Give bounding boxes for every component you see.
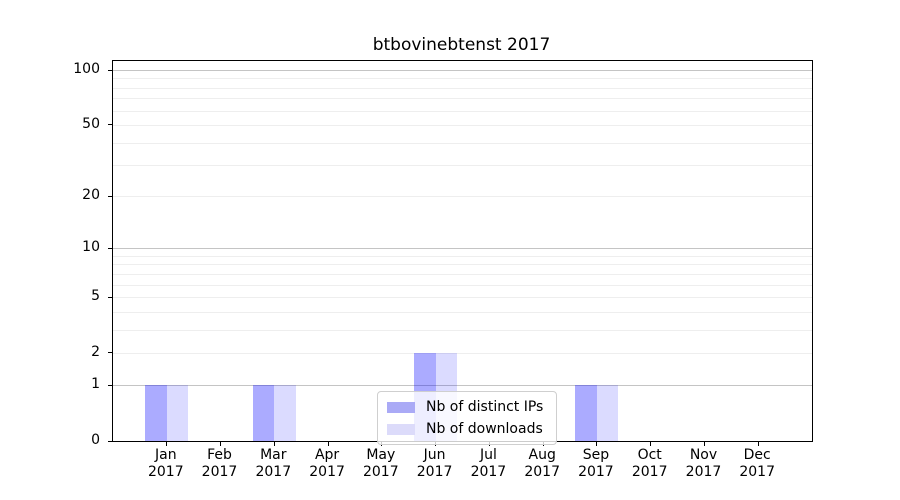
bar-downloads-mar (274, 385, 296, 441)
legend-item-distinct-ips: Nb of distinct IPs (387, 399, 547, 415)
gridline-minor (113, 142, 812, 144)
x-tick-mark (327, 441, 329, 446)
y-tick-mark (108, 124, 113, 126)
x-tick-year: 2017 (147, 464, 184, 480)
x-tick-year: 2017 (578, 464, 614, 480)
gridline-minor (113, 297, 812, 298)
x-tick-label: Aug 2017 (512, 447, 572, 481)
x-tick-year: 2017 (362, 464, 399, 480)
gridline-minor (113, 124, 812, 126)
legend-swatch-downloads (387, 423, 415, 435)
bar-distinct-ips-sep (575, 385, 597, 441)
x-tick-month: Jun (423, 447, 446, 463)
y-axis: 0 1 2 5 10 20 50 100 (0, 60, 100, 448)
x-tick-mark (166, 441, 168, 446)
x-tick-mark (273, 441, 275, 446)
y-tick-label: 0 (91, 432, 100, 448)
y-tick-mark (108, 384, 113, 386)
x-tick-year: 2017 (201, 464, 238, 480)
x-tick-year: 2017 (631, 464, 668, 480)
x-tick-year: 2017 (416, 464, 453, 480)
x-tick-month: Sep (582, 447, 610, 463)
x-tick-month: Jan (155, 447, 177, 463)
y-tick-label: 10 (82, 239, 100, 256)
x-tick-label: Jul 2017 (458, 447, 518, 481)
y-tick-label: 100 (73, 61, 100, 77)
bar-distinct-ips-jan (145, 385, 167, 441)
legend-swatch-distinct-ips (387, 401, 415, 413)
x-tick-month: Nov (689, 447, 718, 463)
x-tick-month: Jul (479, 447, 497, 463)
gridline-minor (113, 264, 812, 266)
x-tick-year: 2017 (739, 464, 775, 480)
y-tick-mark (108, 69, 113, 71)
x-tick-month: Oct (637, 447, 662, 463)
x-tick-label: Jun 2017 (405, 447, 465, 481)
gridline-minor (113, 78, 812, 80)
gridline-minor (113, 196, 812, 198)
y-tick-label: 20 (82, 187, 100, 204)
gridline-minor (113, 329, 812, 331)
y-tick-label: 2 (91, 343, 100, 360)
bar-downloads-sep (596, 385, 619, 441)
x-tick-mark (596, 441, 598, 446)
legend: Nb of distinct IPs Nb of downloads (377, 391, 557, 445)
x-tick-label: Dec 2017 (727, 447, 787, 481)
gridline-minor (113, 255, 812, 257)
plot-area: Nb of distinct IPs Nb of downloads (108, 60, 813, 446)
x-tick-month: Apr (314, 447, 340, 463)
legend-item-downloads: Nb of downloads (387, 421, 547, 437)
x-tick-label: Sep 2017 (566, 447, 626, 481)
bar-distinct-ips-mar (252, 385, 275, 441)
x-tick-year: 2017 (255, 464, 292, 480)
y-tick-mark (108, 247, 113, 249)
x-tick-label: May 2017 (351, 447, 411, 481)
y-tick-mark (108, 195, 113, 197)
x-tick-month: Aug (528, 447, 556, 463)
x-tick-month: Feb (207, 447, 232, 463)
x-tick-year: 2017 (309, 464, 345, 480)
x-tick-mark (757, 441, 759, 446)
gridline-minor (113, 352, 812, 354)
x-tick-mark (650, 441, 652, 446)
x-tick-mark (704, 441, 705, 446)
x-tick-label: Apr 2017 (297, 447, 357, 481)
x-axis: Jan 2017 Feb 2017 Mar 2017 Apr 2017 May 2017 Jun 20… (112, 447, 811, 487)
x-tick-year: 2017 (470, 464, 507, 480)
x-tick-label: Nov 2017 (674, 447, 734, 481)
x-tick-label: Feb 2017 (190, 447, 250, 481)
gridline-major (113, 70, 812, 71)
gridline-minor (113, 284, 812, 286)
x-tick-year: 2017 (685, 464, 722, 480)
gridline-minor (113, 87, 812, 89)
bar-downloads-jan (166, 385, 189, 441)
y-tick-mark (108, 296, 113, 298)
y-tick-mark (108, 352, 113, 354)
chart-title: btbovinebtenst 2017 (372, 35, 551, 55)
x-tick-mark (220, 441, 221, 446)
gridline-minor (113, 273, 812, 275)
gridline-minor (113, 165, 812, 166)
x-tick-label: Oct 2017 (620, 447, 680, 481)
y-tick-mark (108, 440, 113, 442)
legend-label-distinct-ips: Nb of distinct IPs (426, 399, 544, 415)
x-tick-year: 2017 (524, 464, 560, 480)
x-tick-month: Dec (743, 447, 771, 463)
legend-label-downloads: Nb of downloads (426, 421, 543, 437)
y-tick-label: 50 (82, 115, 100, 132)
gridline-major (113, 248, 812, 250)
x-tick-month: Mar (260, 447, 287, 463)
gridline-major (113, 385, 812, 387)
gridline-minor (113, 110, 812, 112)
y-tick-label: 1 (91, 376, 100, 393)
x-tick-month: May (366, 447, 396, 463)
y-tick-label: 5 (91, 288, 100, 304)
x-tick-label: Jan 2017 (136, 447, 196, 481)
x-tick-label: Mar 2017 (243, 447, 303, 481)
gridline-minor (113, 98, 812, 100)
gridline-minor (113, 311, 812, 313)
